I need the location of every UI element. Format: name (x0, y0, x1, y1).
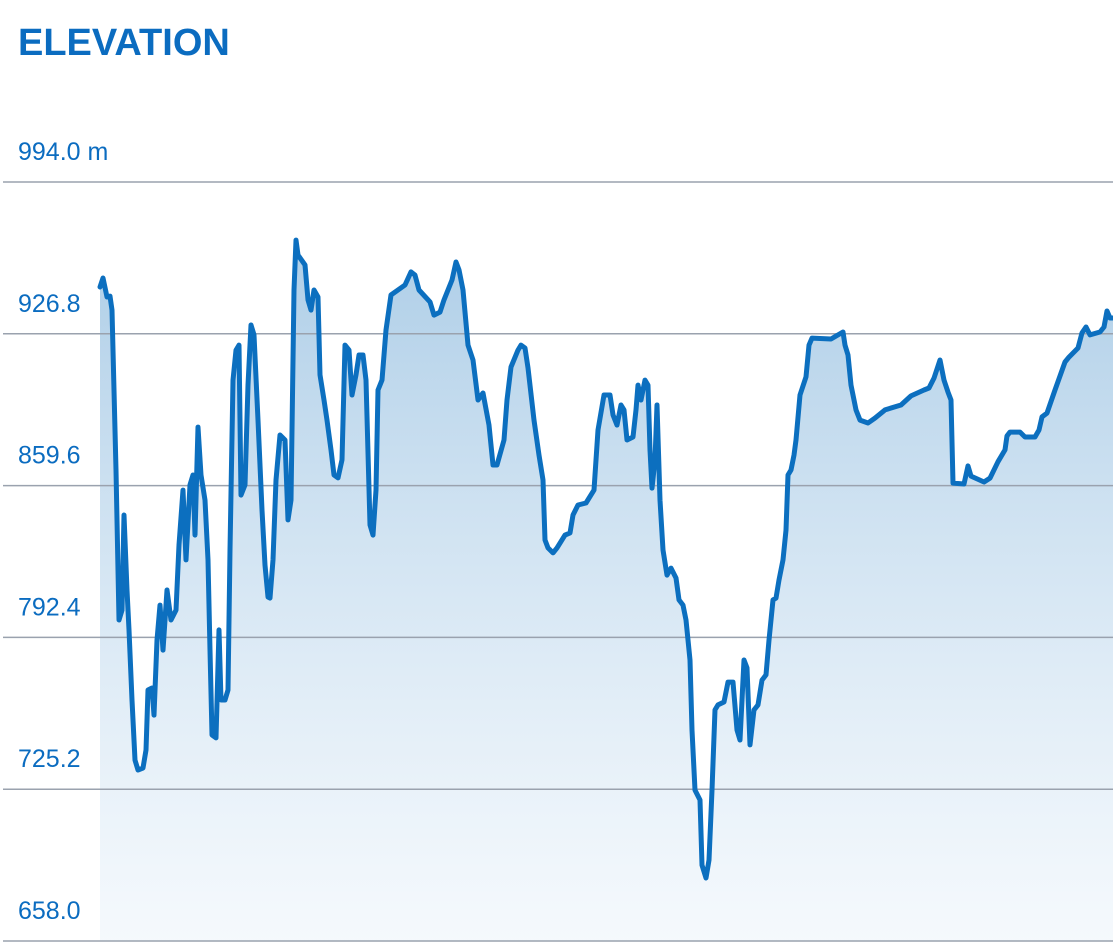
y-tick-label: 859.6 (18, 442, 81, 470)
y-tick-label: 792.4 (18, 593, 81, 621)
y-tick-label: 926.8 (18, 290, 81, 318)
y-tick-label: 725.2 (18, 745, 81, 773)
elevation-line (97, 237, 1113, 881)
area-fill (100, 240, 1113, 942)
y-tick-label: 994.0 m (18, 138, 108, 166)
line-layer (97, 237, 1113, 881)
chart-title: ELEVATION (18, 22, 230, 64)
y-tick-label: 658.0 (18, 897, 81, 925)
area-layer (100, 240, 1113, 942)
label-layer: 658.0 725.2 792.4 859.6 926.8 994.0 m (18, 138, 108, 925)
